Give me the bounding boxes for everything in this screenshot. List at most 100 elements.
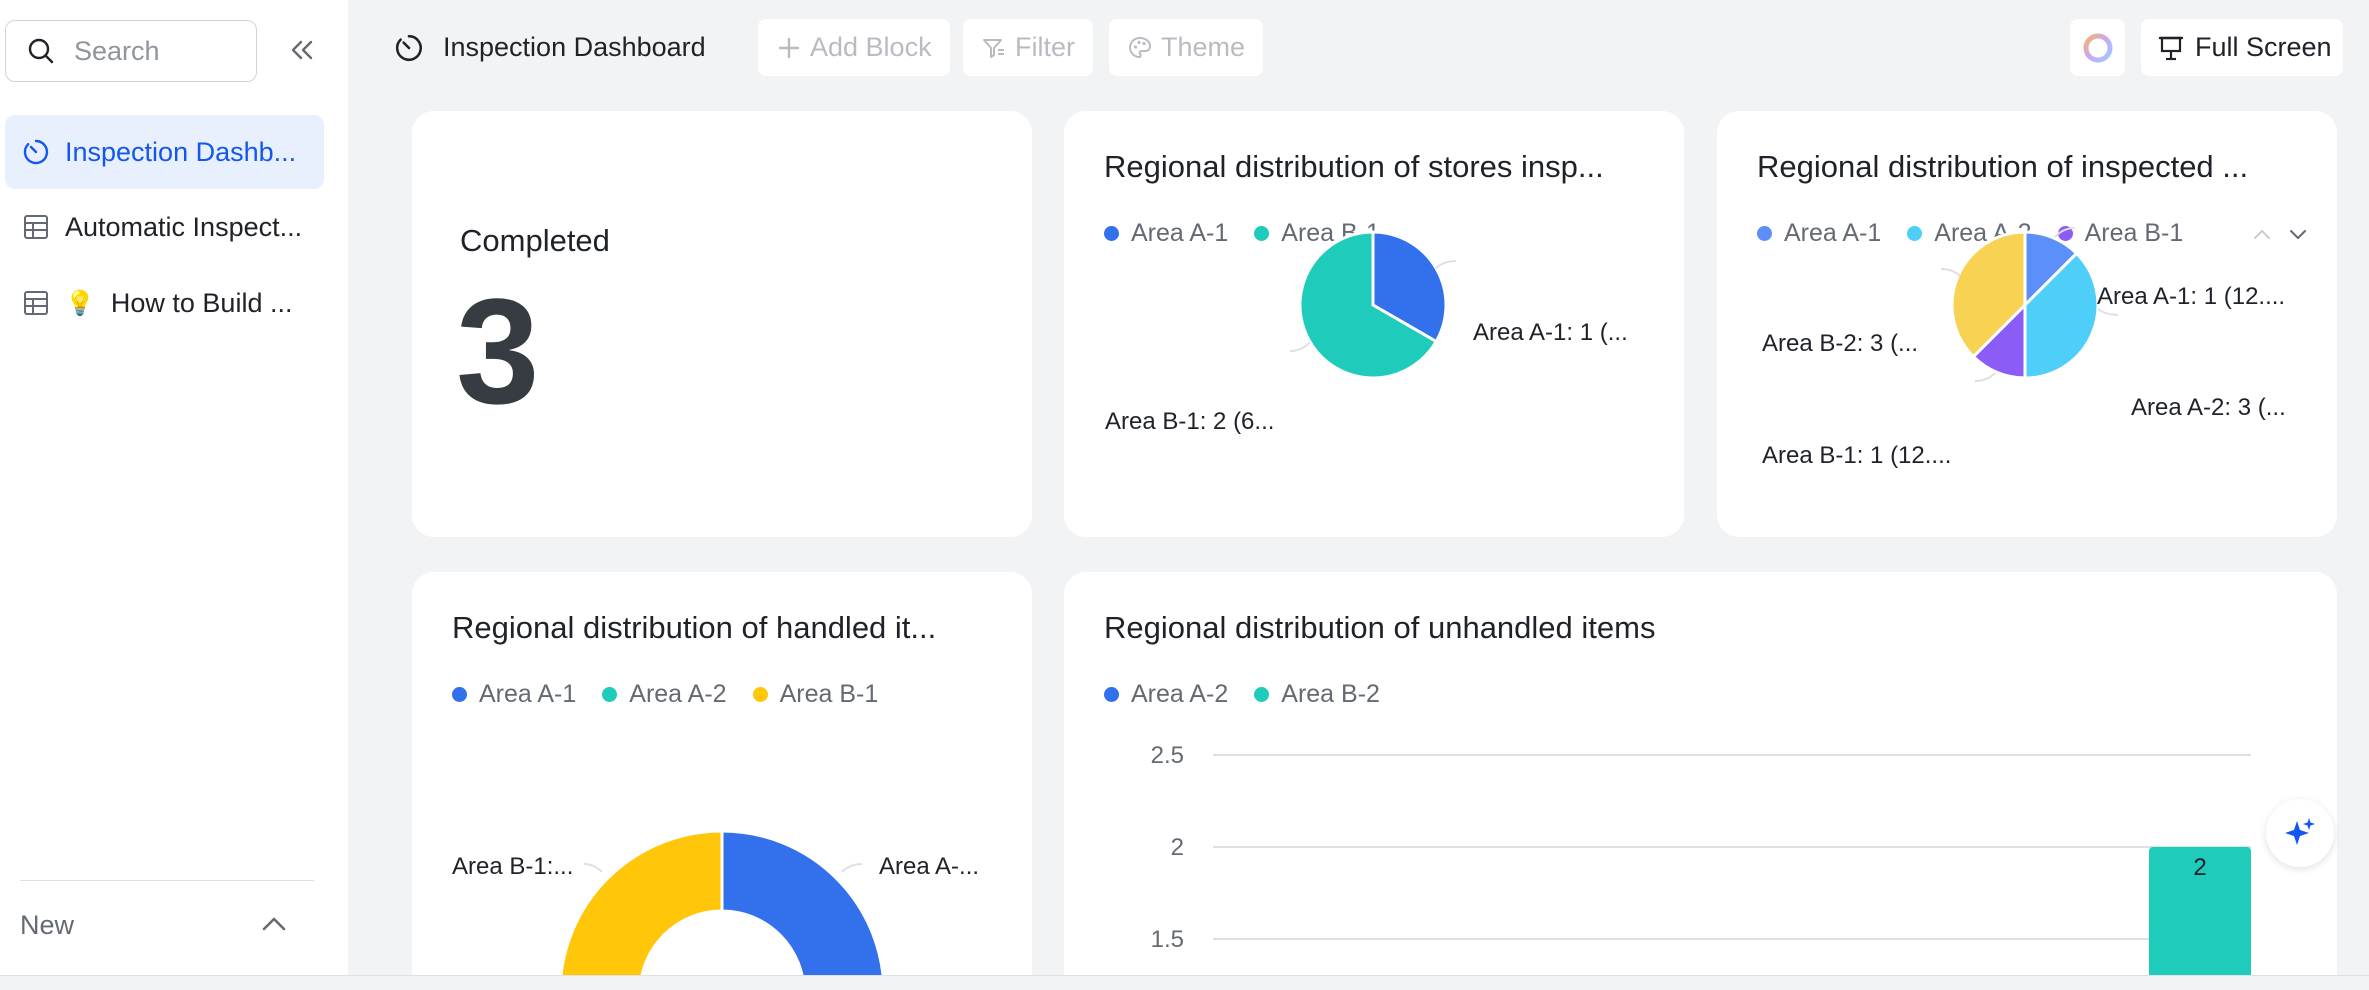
leader-line <box>1940 268 1961 277</box>
sidebar-item-label: Inspection Dashb... <box>65 136 297 167</box>
sparkle-icon <box>2285 818 2315 845</box>
legend-swatch <box>1757 226 1772 241</box>
bar-area-b-2[interactable] <box>2149 847 2251 975</box>
pie-data-label: Area A-2: 3 (... <box>2131 394 2286 421</box>
palette-icon <box>1128 36 1152 58</box>
search-input[interactable]: Search <box>5 20 257 82</box>
filter-button[interactable]: Filter <box>963 19 1093 76</box>
sidebar-item-automatic-inspection[interactable]: Automatic Inspect... <box>5 190 324 264</box>
sidebar-item-inspection-dashboard[interactable]: Inspection Dashb... <box>5 115 324 189</box>
chart-legend: Area A-1 Area A-2 Area B-1 <box>1757 219 2209 248</box>
full-screen-button[interactable]: Full Screen <box>2141 19 2343 76</box>
bar-chart: 2.5 2 1.5 2 <box>1151 742 2251 975</box>
chart-title: Regional distribution of stores insp... <box>1104 149 1604 184</box>
chevron-down-icon[interactable] <box>2287 223 2309 245</box>
page-title: Inspection Dashboard <box>443 32 706 62</box>
legend-label: Area A-1 <box>479 680 577 708</box>
legend-item[interactable]: Area B-1 <box>752 680 878 709</box>
metric-label: Completed <box>460 223 610 258</box>
leader-line <box>1974 372 1996 382</box>
legend-item[interactable]: Area A-1 <box>1757 219 1881 248</box>
sidebar-item-how-to-build[interactable]: 💡 How to Build ... <box>5 266 324 340</box>
filter-label: Filter <box>1015 32 1075 62</box>
donut-data-label: Area B-1:... <box>452 853 573 880</box>
metric-card-completed[interactable]: Completed 3 <box>412 111 1032 537</box>
leader-line <box>1435 260 1457 269</box>
pie-slice-area-b-1[interactable] <box>1298 230 1439 380</box>
divider <box>20 880 314 881</box>
donut-chart: Area A-... Area B-1:... <box>452 829 979 975</box>
y-tick-label: 1.5 <box>1151 926 1184 953</box>
ai-assistant-button[interactable] <box>2070 19 2125 76</box>
pie-slice-area-a-2[interactable] <box>2023 251 2100 380</box>
legend-swatch <box>452 687 467 702</box>
y-tick-label: 2 <box>1171 834 1184 861</box>
chevron-up-icon[interactable] <box>258 908 290 940</box>
chart-card-handled[interactable]: Regional distribution of handled it... A… <box>412 572 1032 975</box>
legend-item[interactable]: Area A-1 <box>452 680 576 709</box>
donut-data-label: Area A-... <box>879 853 979 880</box>
legend-item[interactable]: Area A-1 <box>1104 219 1228 248</box>
pie-data-label: Area A-1: 1 (12.... <box>2097 283 2285 310</box>
chart-title: Regional distribution of inspected ... <box>1757 149 2249 184</box>
metric-value: 3 <box>456 267 540 435</box>
y-tick-label: 2.5 <box>1151 742 1184 769</box>
legend-label: Area B-1 <box>2084 219 2184 247</box>
double-chevron-left-icon <box>291 40 313 60</box>
legend-swatch <box>1254 226 1270 241</box>
table-icon <box>21 212 51 242</box>
donut-slice-area-b-1[interactable] <box>559 829 724 975</box>
search-icon <box>28 38 54 64</box>
legend-swatch <box>1254 687 1270 702</box>
table-icon <box>21 288 51 318</box>
legend-item[interactable]: Area B-2 <box>1254 680 1380 709</box>
sidebar-item-label: How to Build ... <box>110 287 293 318</box>
pie-chart: Area A-1: 1 (... Area B-1: 2 (6... <box>1105 230 1628 435</box>
ai-sparkle-button[interactable] <box>2266 799 2334 867</box>
legend-item[interactable]: Area A-2 <box>602 680 727 709</box>
dashboard-icon <box>394 33 426 65</box>
legend-pager <box>2251 223 2309 245</box>
add-block-button[interactable]: Add Block <box>758 19 950 76</box>
theme-label: Theme <box>1161 32 1246 62</box>
lightbulb-icon: 💡 <box>65 289 95 317</box>
dashboard-icon <box>21 137 51 167</box>
collapse-sidebar-button[interactable] <box>286 34 318 66</box>
legend-label: Area B-2 <box>1281 680 1380 708</box>
pie-slice-area-b-2[interactable] <box>1950 230 2027 359</box>
pie-chart: Area A-1: 1 (12.... Area A-2: 3 (... Are… <box>1762 227 2286 469</box>
window-bottom-edge <box>0 975 2369 990</box>
chart-card-inspected[interactable]: Regional distribution of inspected ... A… <box>1717 111 2337 537</box>
ai-orb-icon <box>2083 33 2112 62</box>
legend-item[interactable]: Area B-1 <box>2057 219 2184 248</box>
legend-swatch <box>752 687 768 702</box>
leader-line <box>583 863 603 873</box>
legend-swatch <box>602 687 618 702</box>
donut-slice-area-a-1[interactable] <box>720 829 885 975</box>
pie-data-label: Area B-2: 3 (... <box>1762 330 1918 357</box>
chart-legend: Area A-2 Area B-2 <box>1104 680 1406 709</box>
full-screen-label: Full Screen <box>2195 32 2332 62</box>
sidebar: Search Inspection Dashb... Automatic Ins… <box>0 0 348 975</box>
chevron-up-icon[interactable] <box>2251 223 2273 245</box>
leader-line <box>1289 341 1311 352</box>
legend-item[interactable]: Area A-2 <box>1104 680 1228 709</box>
chart-card-stores[interactable]: Regional distribution of stores insp... … <box>1064 111 1684 537</box>
leader-line <box>2054 227 2076 238</box>
chart-card-unhandled[interactable]: Regional distribution of unhandled items… <box>1064 572 2337 975</box>
bar-data-label: 2 <box>2193 854 2206 881</box>
legend-label: Area A-1 <box>1131 219 1229 247</box>
search-placeholder: Search <box>74 35 160 66</box>
add-block-label: Add Block <box>810 32 932 62</box>
legend-swatch <box>1907 226 1923 241</box>
plus-icon <box>778 37 800 58</box>
pie-data-label: Area A-1: 1 (... <box>1473 319 1628 346</box>
pie-data-label: Area B-1: 2 (6... <box>1105 408 1274 435</box>
sidebar-item-label: Automatic Inspect... <box>65 211 303 242</box>
legend-label: Area A-2 <box>629 680 727 708</box>
legend-swatch <box>2057 226 2073 241</box>
legend-label: Area A-1 <box>1784 219 1882 247</box>
theme-button[interactable]: Theme <box>1109 19 1264 76</box>
new-button[interactable]: New <box>20 910 75 940</box>
chart-legend: Area A-1 Area A-2 Area B-1 <box>452 680 904 709</box>
